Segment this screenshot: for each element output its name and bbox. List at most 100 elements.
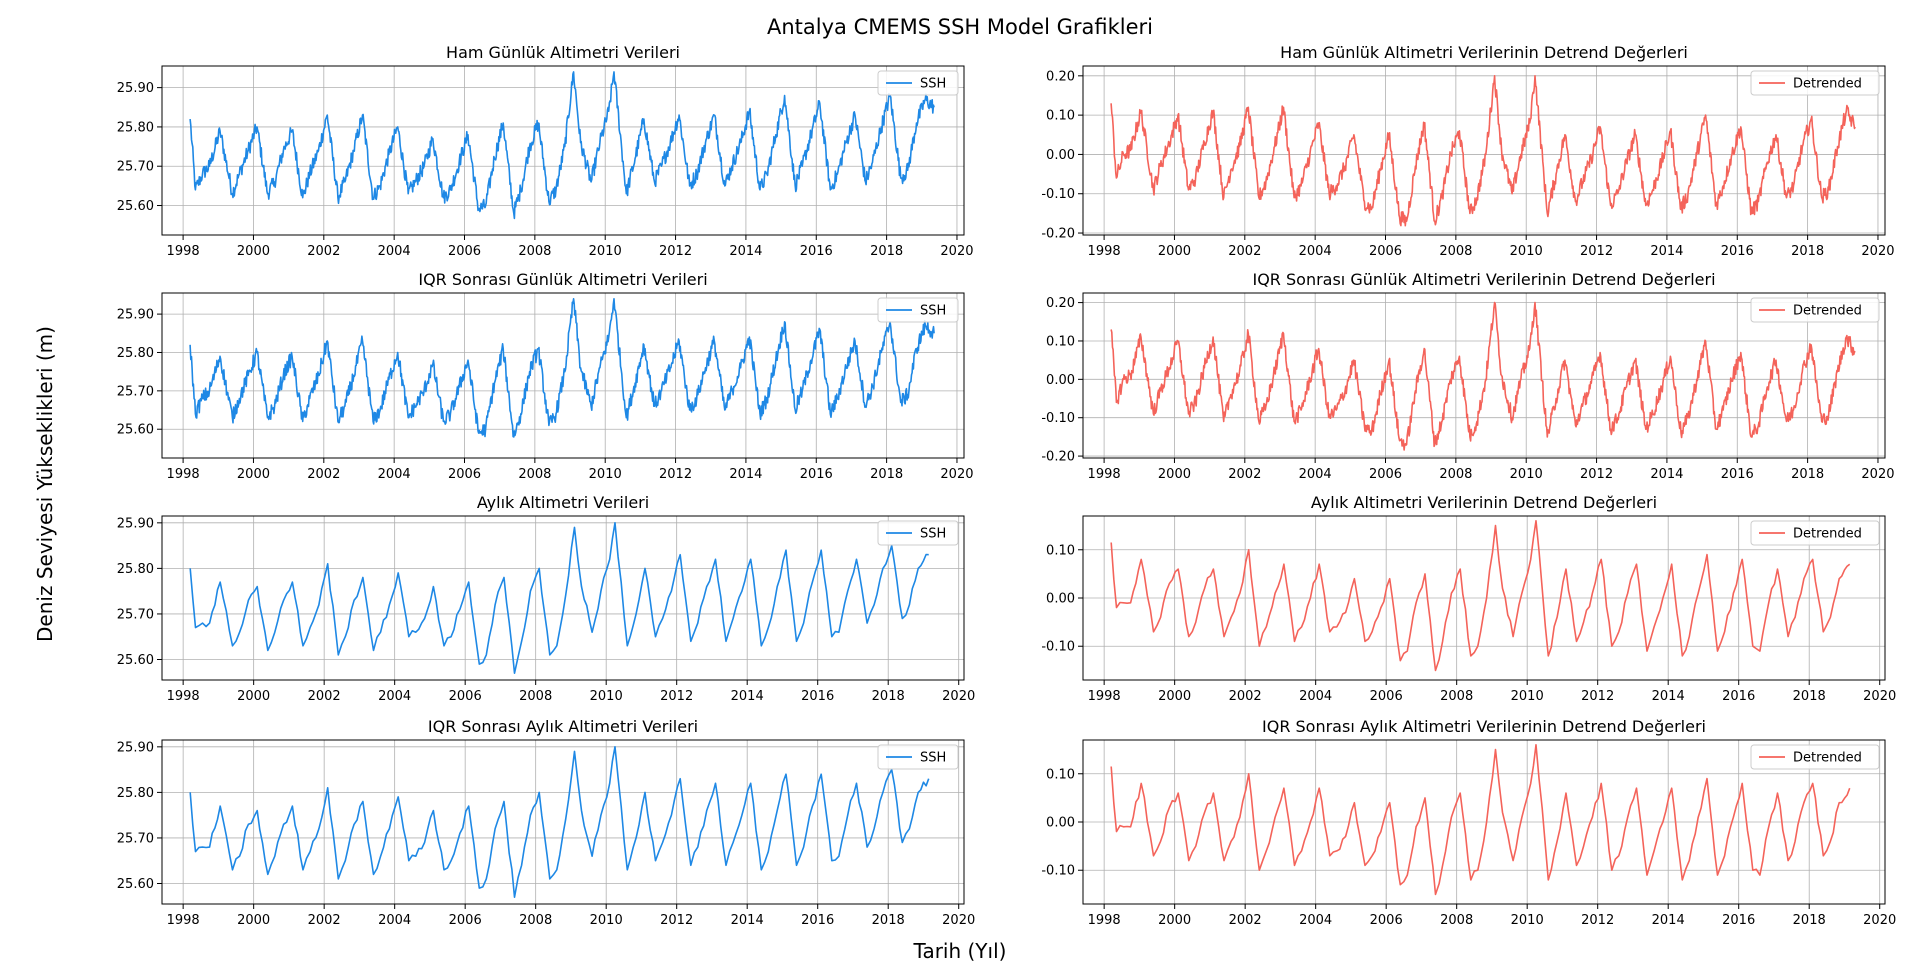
y-tick-label: 25.60 bbox=[117, 199, 154, 214]
panel-title: IQR Sonrası Aylık Altimetri Verileri bbox=[428, 717, 698, 736]
x-tick-label: 2008 bbox=[519, 913, 552, 928]
y-tick-label: 0.20 bbox=[1046, 296, 1075, 311]
x-tick-label: 2008 bbox=[1439, 244, 1472, 259]
x-tick-label: 2018 bbox=[1793, 689, 1826, 704]
series-line-raw_daily bbox=[189, 71, 935, 220]
figure-suptitle: Antalya CMEMS SSH Model Grafikleri bbox=[767, 15, 1153, 39]
y-tick-label: 0.10 bbox=[1046, 334, 1075, 349]
x-tick-label: 2018 bbox=[872, 913, 905, 928]
x-tick-label: 2002 bbox=[1229, 689, 1262, 704]
series-line-iqr_daily bbox=[189, 298, 935, 438]
x-tick-label: 2016 bbox=[1721, 467, 1754, 482]
x-tick-label: 2020 bbox=[940, 244, 973, 259]
x-tick-label: 2010 bbox=[589, 467, 622, 482]
x-tick-label: 2014 bbox=[729, 244, 762, 259]
x-tick-label: 2006 bbox=[1370, 689, 1403, 704]
legend-box bbox=[1750, 297, 1880, 323]
x-tick-label: 2000 bbox=[1158, 689, 1191, 704]
legend-box bbox=[877, 70, 959, 96]
x-tick-label: 2004 bbox=[1299, 913, 1332, 928]
y-tick-label: 25.60 bbox=[117, 653, 154, 668]
x-tick-label: 2020 bbox=[1861, 244, 1894, 259]
legend-label: Detrended bbox=[1793, 304, 1862, 319]
y-tick-label: 25.70 bbox=[117, 831, 154, 846]
y-tick-label: 25.80 bbox=[117, 346, 154, 361]
x-tick-label: 2006 bbox=[449, 689, 482, 704]
x-tick-label: 2018 bbox=[1793, 913, 1826, 928]
axes-frame bbox=[1082, 292, 1886, 459]
x-tick-label: 2014 bbox=[731, 689, 764, 704]
x-tick-label: 2006 bbox=[1369, 467, 1402, 482]
panel-title: Aylık Altimetri Verileri bbox=[477, 493, 649, 512]
x-tick-label: 2012 bbox=[1581, 913, 1614, 928]
panel-title: IQR Sonrası Aylık Altimetri Verilerinin … bbox=[1262, 717, 1706, 736]
x-tick-label: 2016 bbox=[1721, 244, 1754, 259]
y-tick-label: 25.80 bbox=[117, 786, 154, 801]
chart-panel-monthly_detrend: 1998 2000 2002 2004 2006 2008 2010 2012 2014 2016… bbox=[1041, 493, 1896, 704]
x-tick-label: 2000 bbox=[237, 244, 270, 259]
x-tick-label: 2000 bbox=[1158, 913, 1191, 928]
x-tick-label: 2000 bbox=[1158, 244, 1191, 259]
axes-frame bbox=[161, 739, 965, 905]
x-tick-label: 2020 bbox=[1863, 689, 1896, 704]
x-tick-label: 2010 bbox=[1511, 913, 1544, 928]
x-tick-label: 2018 bbox=[1791, 467, 1824, 482]
x-tick-label: 2010 bbox=[589, 244, 622, 259]
x-tick-label: 2014 bbox=[1652, 689, 1685, 704]
x-tick-label: 2014 bbox=[1650, 244, 1683, 259]
panel-title: Ham Günlük Altimetri Verilerinin Detrend… bbox=[1280, 43, 1688, 62]
x-tick-label: 1998 bbox=[1088, 467, 1121, 482]
y-tick-label: -0.10 bbox=[1041, 411, 1075, 426]
x-tick-label: 2012 bbox=[1580, 244, 1613, 259]
series-line-monthly bbox=[189, 522, 929, 674]
legend-box bbox=[1750, 70, 1880, 96]
x-tick-label: 2004 bbox=[1299, 244, 1332, 259]
y-tick-label: 25.90 bbox=[117, 516, 154, 531]
x-tick-label: 2020 bbox=[942, 913, 975, 928]
panel-title: Aylık Altimetri Verilerinin Detrend Değe… bbox=[1311, 493, 1657, 512]
x-tick-label: 2004 bbox=[378, 467, 411, 482]
chart-panel-iqr_monthly: 1998 2000 2002 2004 2006 2008 2010 2012 2014 2016… bbox=[117, 717, 975, 928]
y-tick-label: 0.10 bbox=[1046, 767, 1075, 782]
y-tick-label: 25.70 bbox=[117, 607, 154, 622]
x-tick-label: 1998 bbox=[167, 244, 200, 259]
legend-box bbox=[877, 297, 959, 323]
x-tick-label: 2010 bbox=[590, 913, 623, 928]
x-tick-label: 2016 bbox=[801, 689, 834, 704]
legend-label: Detrended bbox=[1793, 77, 1862, 92]
y-tick-label: -0.10 bbox=[1041, 187, 1075, 202]
x-tick-label: 2006 bbox=[449, 913, 482, 928]
axes-frame bbox=[161, 65, 965, 236]
x-tick-label: 2006 bbox=[448, 244, 481, 259]
y-tick-label: -0.10 bbox=[1041, 864, 1075, 879]
x-tick-label: 2008 bbox=[519, 689, 552, 704]
x-tick-label: 2016 bbox=[1722, 913, 1755, 928]
panel-title: IQR Sonrası Günlük Altimetri Verilerinin… bbox=[1252, 270, 1715, 289]
x-tick-label: 2010 bbox=[1511, 689, 1544, 704]
y-tick-label: 25.60 bbox=[117, 423, 154, 438]
chart-panel-raw_daily_detrend: 1998 2000 2002 2004 2006 2008 2010 2012 2014 2016… bbox=[1041, 43, 1894, 259]
x-tick-label: 2006 bbox=[1369, 244, 1402, 259]
x-tick-label: 2014 bbox=[1650, 467, 1683, 482]
chart-panel-iqr_daily_detrend: 1998 2000 2002 2004 2006 2008 2010 2012 2014 2016… bbox=[1041, 270, 1894, 482]
y-tick-label: 0.00 bbox=[1046, 373, 1075, 388]
x-tick-label: 1998 bbox=[167, 913, 200, 928]
series-line-monthly_detrend bbox=[1110, 520, 1851, 672]
x-tick-label: 2016 bbox=[800, 467, 833, 482]
x-tick-label: 2002 bbox=[1228, 467, 1261, 482]
x-tick-label: 2018 bbox=[870, 244, 903, 259]
x-tick-label: 2014 bbox=[1652, 913, 1685, 928]
x-tick-label: 2020 bbox=[1863, 913, 1896, 928]
figure-xlabel: Tarih (Yıl) bbox=[913, 939, 1007, 963]
x-tick-label: 2006 bbox=[448, 467, 481, 482]
x-tick-label: 2008 bbox=[1439, 467, 1472, 482]
legend-label: Detrended bbox=[1793, 751, 1862, 766]
y-tick-label: 25.90 bbox=[117, 740, 154, 755]
x-tick-label: 2004 bbox=[378, 913, 411, 928]
x-tick-label: 1998 bbox=[1088, 244, 1121, 259]
y-tick-label: -0.10 bbox=[1041, 640, 1075, 655]
x-tick-label: 2000 bbox=[237, 689, 270, 704]
y-tick-label: 0.10 bbox=[1046, 109, 1075, 124]
x-tick-label: 1998 bbox=[1088, 689, 1121, 704]
y-tick-label: 0.10 bbox=[1046, 543, 1075, 558]
